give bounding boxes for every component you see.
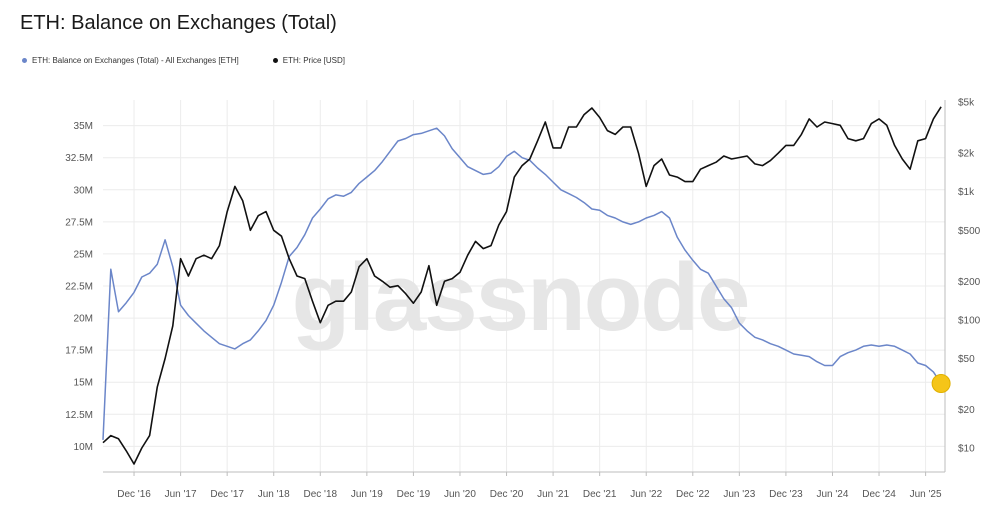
- y-right-tick-label: $500: [958, 226, 981, 237]
- legend-swatch-exchange-balance: [22, 58, 27, 63]
- legend-label-exchange-balance: ETH: Balance on Exchanges (Total) - All …: [32, 56, 239, 65]
- x-tick-label: Jun '22: [630, 489, 662, 500]
- x-tick-label: Dec '21: [583, 489, 617, 500]
- x-tick-label: Dec '23: [769, 489, 803, 500]
- y-right-tick-label: $10: [958, 444, 975, 455]
- x-tick-label: Jun '19: [351, 489, 383, 500]
- y-left-tick-label: 22.5M: [65, 282, 93, 293]
- x-tick-label: Jun '18: [258, 489, 290, 500]
- y-right-tick-label: $50: [958, 354, 975, 365]
- y-left-tick-label: 20M: [74, 314, 93, 325]
- y-left-tick-label: 12.5M: [65, 410, 93, 421]
- y-left-tick-label: 10M: [74, 442, 93, 453]
- y-right-tick-label: $5k: [958, 98, 975, 109]
- axes: [103, 100, 946, 473]
- legend-item-eth-price[interactable]: ETH: Price [USD]: [272, 56, 345, 65]
- x-tick-label: Jun '20: [444, 489, 476, 500]
- chart-title: ETH: Balance on Exchanges (Total): [20, 12, 337, 34]
- x-axis-ticks: Dec '16 Jun '17 Dec '17 Jun '18 Dec '18 Jun '…: [117, 472, 942, 500]
- x-tick-label: Dec '17: [210, 489, 244, 500]
- x-tick-label: Dec '20: [490, 489, 524, 500]
- y-right-tick-label: $1k: [958, 187, 975, 198]
- chart-legend: ETH: Balance on Exchanges (Total) - All …: [22, 56, 345, 65]
- legend-label-eth-price: ETH: Price [USD]: [282, 56, 345, 65]
- series-lines: [102, 106, 942, 465]
- y-left-tick-label: 32.5M: [65, 153, 93, 164]
- x-tick-label: Jun '25: [910, 489, 942, 500]
- legend-swatch-eth-price: [272, 58, 278, 63]
- y-left-tick-label: 25M: [74, 249, 93, 260]
- y-left-tick-label: 15M: [74, 378, 93, 389]
- y-left-ticks: 10M 12.5M 15M 17.5M 20M 22.5M 25M 27.5M 30M 32.5M…: [65, 121, 93, 453]
- watermark: glassnode: [292, 244, 749, 351]
- x-tick-label: Jun '17: [165, 489, 197, 500]
- y-right-tick-label: $20: [958, 405, 975, 416]
- x-tick-label: Dec '19: [397, 489, 431, 500]
- x-tick-label: Jun '21: [537, 489, 569, 500]
- x-tick-label: Dec '16: [117, 489, 151, 500]
- y-right-tick-label: $200: [958, 277, 981, 288]
- series-line-exchange-balance[interactable]: [102, 127, 942, 440]
- x-tick-label: Jun '24: [817, 489, 849, 500]
- y-right-tick-label: $100: [958, 315, 981, 326]
- y-left-tick-label: 30M: [74, 185, 93, 196]
- x-tick-label: Jun '23: [723, 489, 755, 500]
- y-left-tick-label: 17.5M: [65, 346, 93, 357]
- y-left-tick-label: 27.5M: [65, 217, 93, 228]
- y-right-tick-label: $2k: [958, 149, 975, 160]
- x-tick-label: Dec '22: [676, 489, 710, 500]
- series-line-eth-price[interactable]: [102, 106, 942, 465]
- x-tick-label: Dec '18: [303, 489, 337, 500]
- legend-item-exchange-balance[interactable]: ETH: Balance on Exchanges (Total) - All …: [22, 56, 239, 65]
- x-tick-label: Dec '24: [862, 489, 896, 500]
- y-right-ticks: $10 $20 $50 $100 $200 $500 $1k $2k $5k: [958, 98, 981, 455]
- y-left-tick-label: 35M: [74, 121, 93, 132]
- latest-point-marker[interactable]: [931, 374, 951, 393]
